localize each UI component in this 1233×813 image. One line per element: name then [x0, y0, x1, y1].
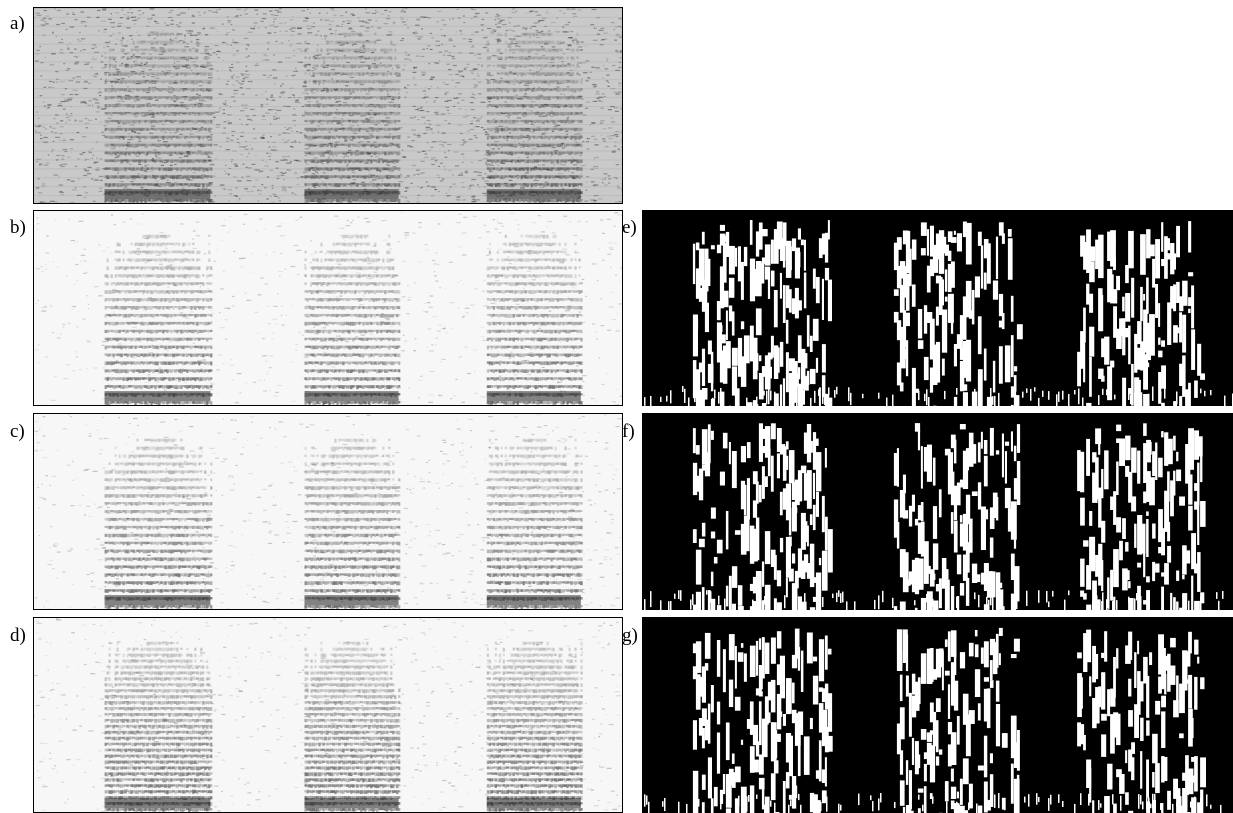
panel-label-a: a) — [10, 13, 25, 34]
panel-label-d: d) — [10, 625, 26, 646]
spectrogram-panel-a — [33, 7, 623, 204]
texture-g — [644, 627, 1222, 813]
texture-f — [644, 423, 1224, 610]
mask-panel-f — [642, 413, 1233, 610]
texture-a — [34, 8, 622, 203]
panel-label-e: e) — [622, 217, 637, 238]
mask-f-canvas — [642, 413, 1233, 610]
spectrogram-panel-d — [33, 617, 623, 813]
texture-d — [34, 618, 622, 812]
spectrogram-panel-b — [33, 210, 623, 406]
spectrogram-panel-c — [33, 413, 623, 610]
mask-e-canvas — [642, 210, 1233, 406]
panel-label-g: g) — [622, 625, 638, 646]
spectrogram-b-canvas — [34, 211, 622, 405]
spectrogram-c-canvas — [34, 414, 622, 609]
panel-label-f: f) — [622, 421, 635, 442]
mask-g-canvas — [642, 617, 1233, 813]
spectrogram-d-canvas — [34, 618, 622, 812]
texture-b — [34, 211, 622, 405]
texture-e — [644, 220, 1233, 406]
spectrogram-a-canvas — [34, 8, 622, 203]
mask-panel-g — [642, 617, 1233, 813]
panel-label-c: c) — [10, 421, 25, 442]
texture-c — [34, 414, 622, 609]
mask-panel-e — [642, 210, 1233, 406]
panel-label-b: b) — [10, 217, 26, 238]
